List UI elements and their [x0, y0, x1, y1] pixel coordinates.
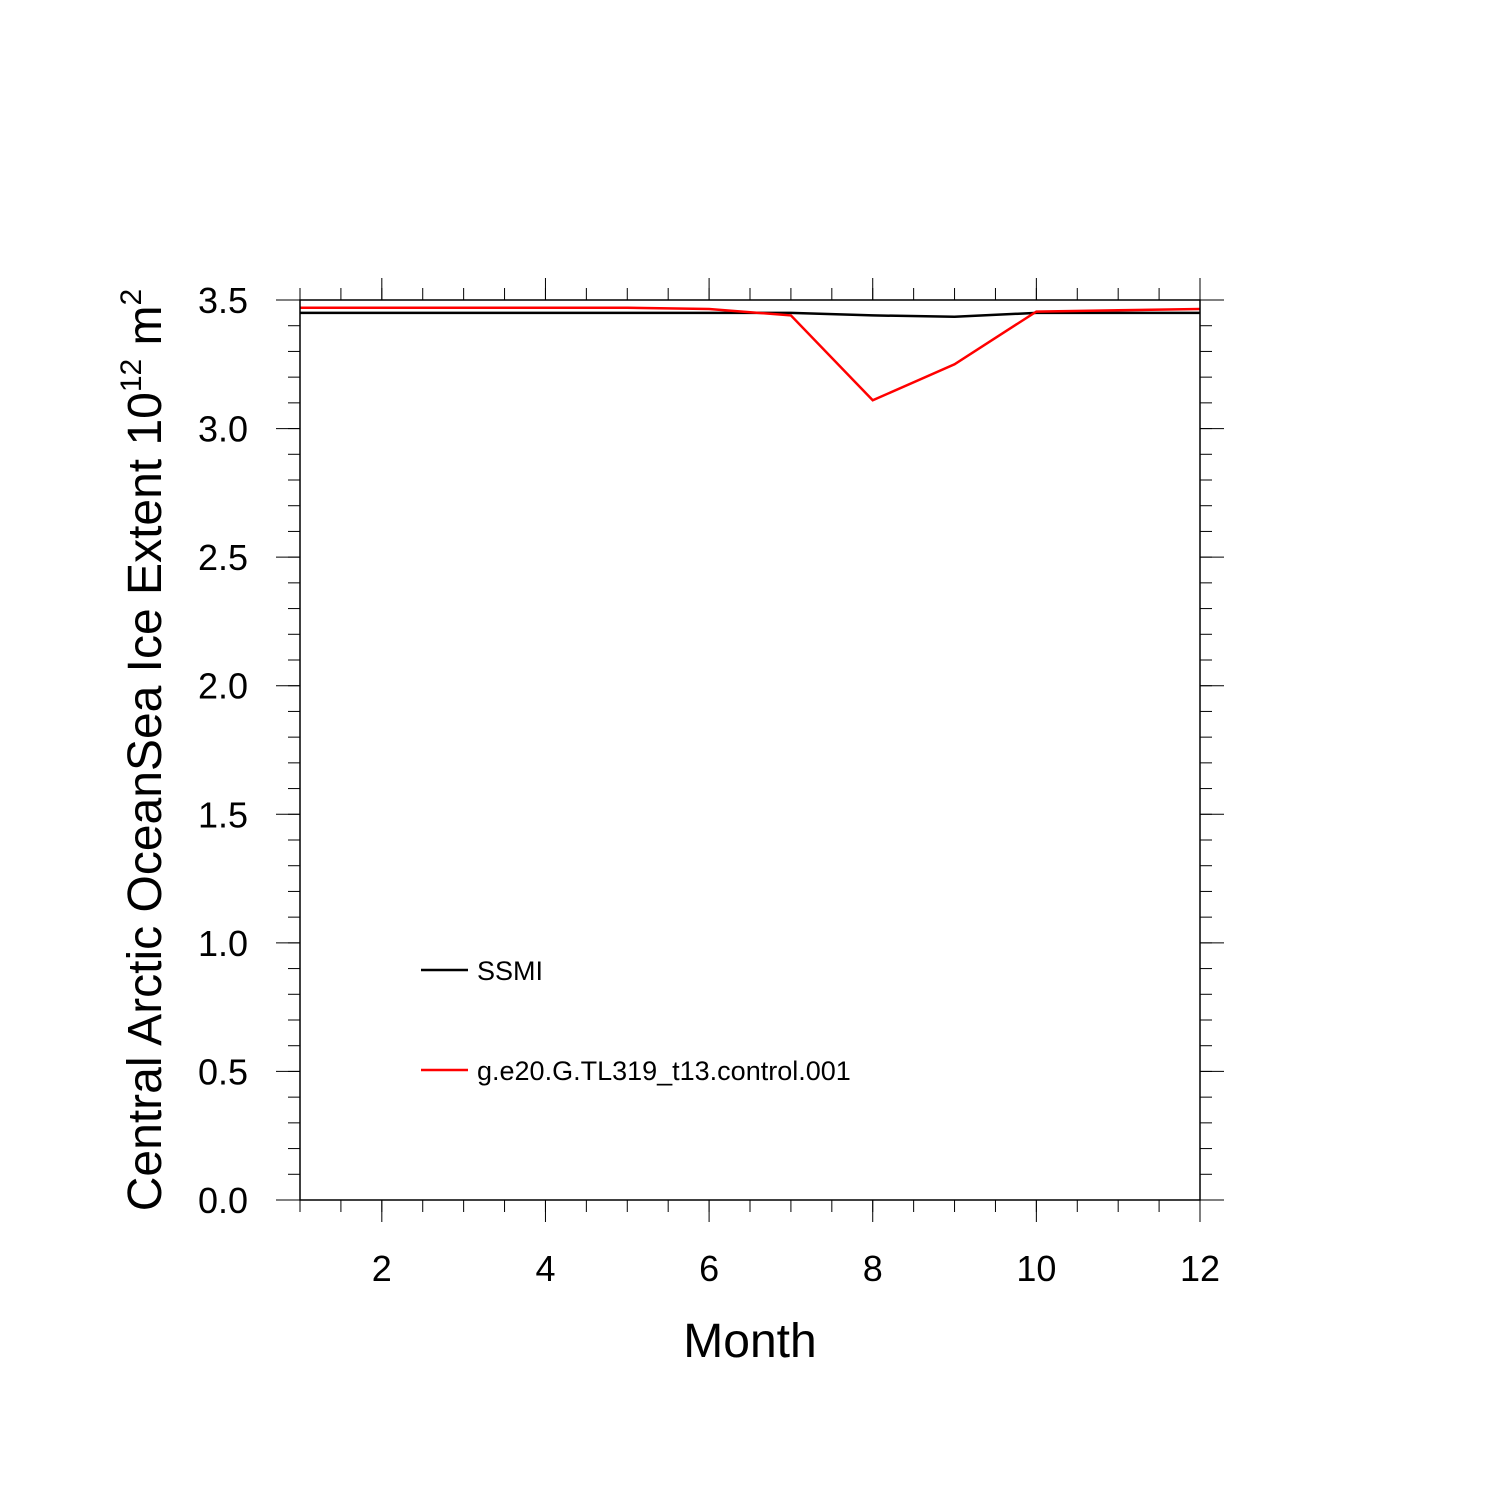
- labels-layer: 2 4 6 8 10 12 0.0 0.5 1.0 1.5 2.0 2.5 3.0 3.5: [198, 280, 1220, 1289]
- x-tick-label: 6: [699, 1248, 719, 1289]
- x-tick-label: 4: [535, 1248, 555, 1289]
- x-tick-label: 12: [1180, 1248, 1220, 1289]
- y-tick-label: 2.5: [198, 537, 248, 578]
- x-axis-title: Month: [683, 1315, 816, 1368]
- x-tick-label: 2: [372, 1248, 392, 1289]
- y-tick-label: 1.0: [198, 923, 248, 964]
- x-tick-label: 8: [863, 1248, 883, 1289]
- y-tick-label: 0.5: [198, 1051, 248, 1092]
- y-axis-title-unit-exponent: 2: [115, 289, 148, 306]
- legend-label-ssmi: SSMI: [477, 956, 543, 986]
- y-axis-title-exponent: 12: [115, 359, 148, 392]
- x-tick-label: 10: [1016, 1248, 1056, 1289]
- y-tick-label: 3.0: [198, 409, 248, 450]
- y-axis-title: Central Arctic OceanSea Ice Extent 1012 …: [115, 289, 172, 1211]
- legend-label-control: g.e20.G.TL319_t13.control.001: [477, 1056, 851, 1086]
- series-line-control: [300, 306, 1201, 402]
- ticks-layer: [276, 278, 1224, 1222]
- y-tick-label: 2.0: [198, 666, 248, 707]
- y-tick-label: 0.0: [198, 1180, 248, 1221]
- y-tick-label: 3.5: [198, 280, 248, 321]
- y-tick-label: 1.5: [198, 794, 248, 835]
- plot-frame: [299, 299, 1201, 1201]
- y-axis-title-main: Central Arctic OceanSea Ice Extent 10: [119, 392, 172, 1211]
- series-layer: [300, 306, 1201, 402]
- y-axis-title-unit: m: [119, 305, 172, 358]
- legend: SSMI g.e20.G.TL319_t13.control.001: [421, 956, 851, 1086]
